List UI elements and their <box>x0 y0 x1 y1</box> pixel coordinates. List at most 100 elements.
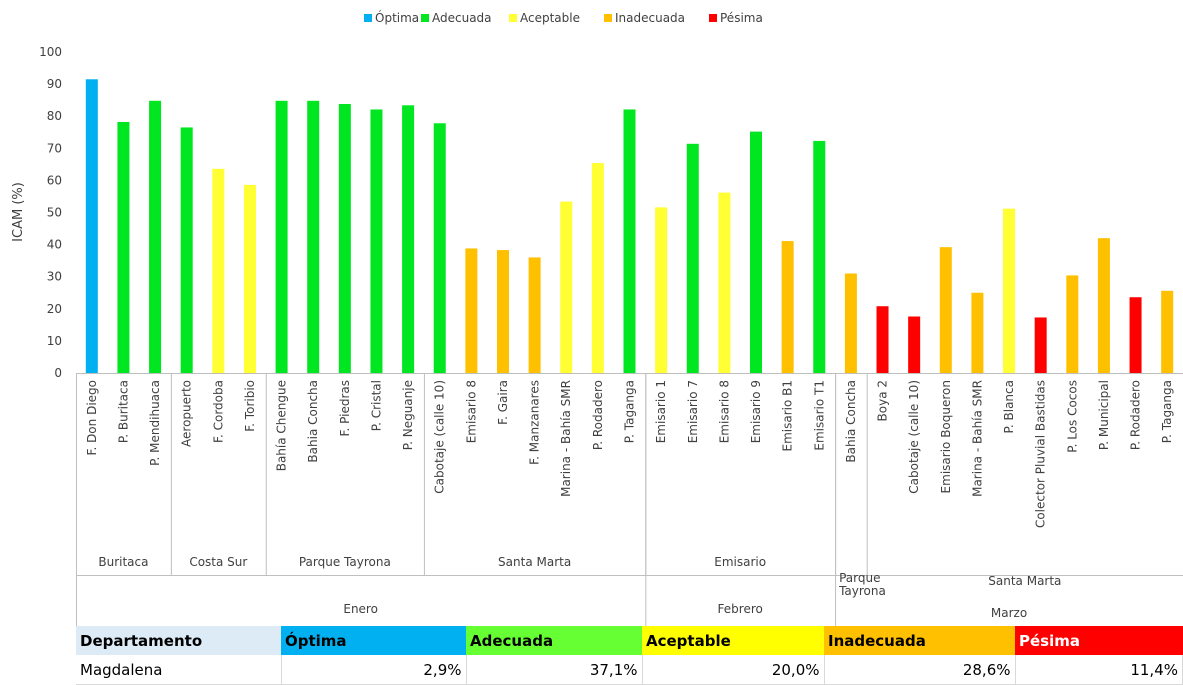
x-tick-label: Emisario Boqueron <box>939 380 953 493</box>
summary-value-adecuada: 37,1% <box>466 655 643 685</box>
bar-marina-bahia-smr <box>560 201 573 373</box>
legend-label: Óptima <box>375 10 419 25</box>
bar-f-piedras <box>338 104 351 373</box>
summary-header-row: Departamento Óptima Adecuada Aceptable I… <box>76 626 1183 655</box>
legend-label: Pésima <box>720 11 763 25</box>
summary-header-adecuada: Adecuada <box>466 626 642 655</box>
x-group-label: Parque Tayrona <box>299 555 391 569</box>
x-tick-label: Emisario 8 <box>717 380 731 443</box>
y-tick-label: 50 <box>47 206 62 220</box>
bar-cabotaje-calle-10 <box>908 316 921 373</box>
bar-emisario-9 <box>750 131 763 373</box>
y-tick-label: 100 <box>39 45 62 59</box>
x-group-label: Tayrona <box>838 584 886 598</box>
x-tick-label: F. Toribio <box>243 380 257 432</box>
x-tick-label: P. Buritaca <box>116 380 130 443</box>
legend-swatch <box>509 14 517 22</box>
bar-emisario-b1 <box>781 241 794 373</box>
x-tick-label: Colector Pluvial Bastidas <box>1034 380 1048 528</box>
x-tick-label: Boya 2 <box>876 380 890 421</box>
bar-p-municipal <box>1097 238 1110 373</box>
x-tick-label: Bahía Chengue <box>275 380 289 471</box>
x-tick-label: F. Manzanares <box>528 380 542 465</box>
x-tick-label: Aeropuerto <box>180 380 194 447</box>
bar-bahia-chengue <box>275 100 288 373</box>
x-tick-label: P. Mendihuaca <box>148 380 162 466</box>
bar-p-mendihuaca <box>149 100 162 373</box>
y-axis: 0 10 20 30 40 50 60 70 80 90 100 <box>39 45 62 380</box>
summary-value-row: Magdalena 2,9% 37,1% 20,0% 28,6% 11,4% <box>76 655 1183 685</box>
bar-p-taganga <box>1161 290 1174 373</box>
legend-item-adecuada: Adecuada <box>421 11 492 25</box>
x-tick-label: P. Rodadero <box>591 380 605 450</box>
legend-item-optima: Óptima <box>364 10 419 25</box>
bar-bahia-concha <box>307 100 320 373</box>
bar-emisario-8 <box>465 248 478 373</box>
legend-item-aceptable: Aceptable <box>509 11 580 25</box>
bar-f-don-diego <box>85 79 98 373</box>
bar-marina-bahia-smr <box>971 292 984 373</box>
summary-header-pesima: Pésima <box>1015 626 1183 655</box>
summary-row-name: Magdalena <box>76 655 282 685</box>
x-tick-label: P. Blanca <box>1002 380 1016 433</box>
bar-f-manzanares <box>528 257 541 373</box>
x-tick-label: P. Taganga <box>1160 380 1174 443</box>
y-axis-label: ICAM (%) <box>11 182 26 242</box>
x-month-label: Marzo <box>991 606 1027 620</box>
bar-colector-pluvial-bastidas <box>1034 317 1047 373</box>
x-group-label: Santa Marta <box>498 555 571 569</box>
x-tick-label: F. Gaira <box>496 380 510 425</box>
legend: Óptima Adecuada Aceptable Inadecuada Pésima <box>364 10 763 25</box>
x-tick-label: Bahia Concha <box>844 380 858 463</box>
summary-value-pesima: 11,4% <box>1015 655 1183 685</box>
y-tick-label: 10 <box>47 334 62 348</box>
x-tick-label: Emisario 7 <box>686 380 700 443</box>
bars <box>85 79 1174 374</box>
bar-f-gaira <box>496 250 509 373</box>
bar-p-blanca <box>1003 208 1016 373</box>
legend-swatch <box>421 14 429 22</box>
summary-header-aceptable: Aceptable <box>642 626 824 655</box>
x-tick-label: F. Don Diego <box>85 380 99 456</box>
x-group-label: Buritaca <box>98 555 148 569</box>
bar-emisario-8 <box>718 192 731 373</box>
bar-f-toribio <box>243 184 256 373</box>
y-tick-label: 30 <box>47 270 62 284</box>
bar-p-cristal <box>370 109 383 374</box>
x-tick-label: P. Rodadero <box>1129 380 1143 450</box>
y-tick-label: 60 <box>47 173 62 187</box>
bar-aeropuerto <box>180 127 193 373</box>
bar-boya-2 <box>876 306 889 373</box>
x-group-label: Parque <box>839 571 880 585</box>
x-tick-label: Emisario T1 <box>812 380 826 451</box>
x-tick-label: P. Neguanje <box>401 380 415 450</box>
x-tick-label: P. Cristal <box>369 380 383 431</box>
legend-item-pesima: Pésima <box>709 11 763 25</box>
x-tick-label: Marina - Bahía SMR <box>559 380 573 497</box>
y-tick-label: 20 <box>47 302 62 316</box>
bar-emisario-7 <box>686 143 699 373</box>
x-tick-label: Emisario 9 <box>749 380 763 443</box>
legend-label: Aceptable <box>520 11 580 25</box>
chart: Óptima Adecuada Aceptable Inadecuada Pésima … <box>11 10 1183 626</box>
x-month-label: Enero <box>343 602 378 616</box>
bar-p-rodadero <box>591 163 604 373</box>
legend-swatch <box>604 14 612 22</box>
summary-table: Departamento Óptima Adecuada Aceptable I… <box>76 626 1183 685</box>
x-axis: F. Don Diego P. Buritaca P. Mendihuaca Aero… <box>76 373 1183 626</box>
x-tick-label: P. Los Cocos <box>1065 380 1079 453</box>
x-tick-label: Bahia Concha <box>306 380 320 463</box>
x-tick-label: Emisario B1 <box>781 380 795 452</box>
y-tick-label: 0 <box>54 366 62 380</box>
x-tick-label: F. Piedras <box>338 380 352 436</box>
summary-value-inadecuada: 28,6% <box>824 655 1016 685</box>
summary-value-aceptable: 20,0% <box>642 655 825 685</box>
legend-item-inadecuada: Inadecuada <box>604 11 685 25</box>
y-tick-label: 80 <box>47 109 62 123</box>
x-month-label: Febrero <box>718 602 763 616</box>
bar-p-buritaca <box>117 121 130 373</box>
bar-f-cordoba <box>212 168 225 373</box>
bar-p-taganga <box>623 109 636 374</box>
x-group-label: Costa Sur <box>189 555 247 569</box>
x-tick-label: F. Cordoba <box>211 380 225 443</box>
